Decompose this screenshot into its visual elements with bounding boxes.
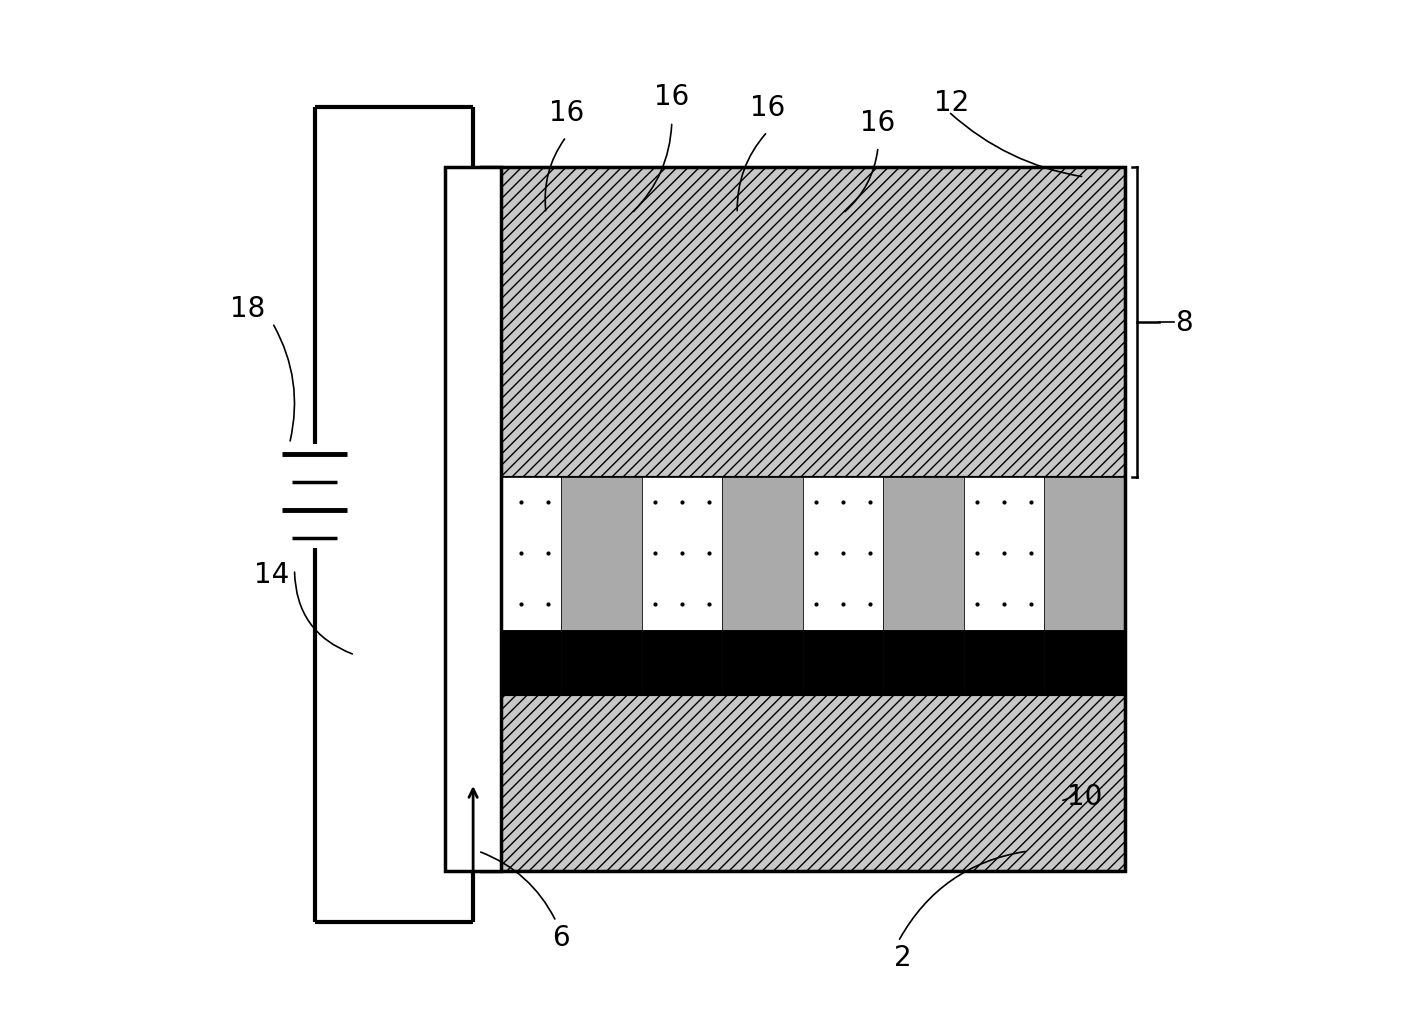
Bar <box>722 477 803 630</box>
Bar <box>883 630 963 695</box>
Bar <box>480 477 1125 695</box>
Text: 6: 6 <box>552 922 570 951</box>
Bar <box>642 477 722 630</box>
Bar <box>445 168 501 871</box>
Text: 16: 16 <box>549 99 584 126</box>
Bar <box>480 695 1125 871</box>
Bar <box>480 168 1125 871</box>
Text: 16: 16 <box>861 109 896 137</box>
Text: 14: 14 <box>254 560 289 589</box>
Bar <box>963 477 1045 630</box>
Text: 12: 12 <box>934 89 969 116</box>
Bar <box>642 630 722 695</box>
Bar <box>722 630 803 695</box>
Bar <box>963 630 1045 695</box>
Bar <box>883 477 963 630</box>
Bar <box>803 630 883 695</box>
Text: 16: 16 <box>750 94 785 121</box>
Bar <box>480 630 562 695</box>
Bar <box>803 477 883 630</box>
Text: 16: 16 <box>654 84 689 111</box>
Bar <box>1045 630 1125 695</box>
Text: 18: 18 <box>230 294 265 322</box>
Bar <box>480 168 1125 477</box>
Text: 8: 8 <box>1175 309 1193 336</box>
Bar <box>562 630 642 695</box>
Bar <box>1045 477 1125 630</box>
Text: 2: 2 <box>894 943 913 971</box>
Bar <box>562 477 642 630</box>
Text: 10: 10 <box>1067 782 1102 810</box>
Bar <box>480 477 562 630</box>
